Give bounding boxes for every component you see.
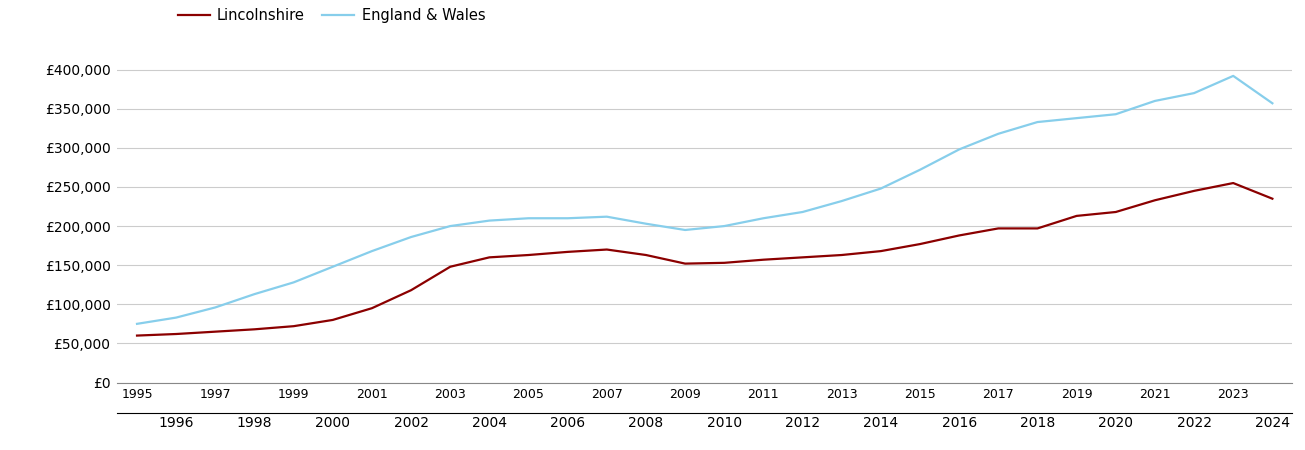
Legend: Lincolnshire, England & Wales: Lincolnshire, England & Wales bbox=[172, 2, 491, 29]
England & Wales bbox=[1069, 116, 1084, 121]
Lincolnshire bbox=[129, 333, 145, 338]
England & Wales bbox=[325, 264, 341, 270]
England & Wales bbox=[1030, 119, 1045, 125]
Lincolnshire bbox=[286, 324, 301, 329]
Lincolnshire bbox=[1108, 209, 1124, 215]
Lincolnshire bbox=[677, 261, 693, 266]
Lincolnshire bbox=[990, 226, 1006, 231]
Lincolnshire bbox=[442, 264, 458, 270]
Lincolnshire bbox=[912, 241, 928, 247]
Line: England & Wales: England & Wales bbox=[137, 76, 1272, 324]
England & Wales bbox=[207, 305, 223, 310]
Lincolnshire bbox=[1265, 196, 1280, 202]
England & Wales bbox=[599, 214, 615, 220]
England & Wales bbox=[716, 223, 732, 229]
Lincolnshire bbox=[834, 252, 850, 258]
England & Wales bbox=[168, 315, 184, 320]
Lincolnshire bbox=[951, 233, 967, 238]
England & Wales bbox=[677, 227, 693, 233]
England & Wales bbox=[1147, 98, 1163, 104]
England & Wales bbox=[286, 280, 301, 285]
Lincolnshire bbox=[1147, 198, 1163, 203]
Lincolnshire bbox=[364, 306, 380, 311]
Lincolnshire bbox=[207, 329, 223, 334]
Lincolnshire bbox=[1030, 226, 1045, 231]
England & Wales bbox=[560, 216, 576, 221]
Lincolnshire bbox=[403, 288, 419, 293]
Lincolnshire bbox=[1186, 188, 1202, 194]
England & Wales bbox=[951, 147, 967, 152]
England & Wales bbox=[1225, 73, 1241, 79]
England & Wales bbox=[1108, 112, 1124, 117]
Lincolnshire bbox=[873, 248, 889, 254]
England & Wales bbox=[834, 198, 850, 204]
England & Wales bbox=[638, 221, 654, 226]
England & Wales bbox=[873, 186, 889, 191]
England & Wales bbox=[795, 209, 810, 215]
Lincolnshire bbox=[716, 260, 732, 265]
Line: Lincolnshire: Lincolnshire bbox=[137, 183, 1272, 336]
England & Wales bbox=[1265, 101, 1280, 106]
England & Wales bbox=[247, 292, 262, 297]
Lincolnshire bbox=[756, 257, 771, 262]
Lincolnshire bbox=[168, 331, 184, 337]
Lincolnshire bbox=[521, 252, 536, 258]
Lincolnshire bbox=[325, 317, 341, 323]
Lincolnshire bbox=[638, 252, 654, 258]
Lincolnshire bbox=[1225, 180, 1241, 186]
Lincolnshire bbox=[599, 247, 615, 252]
England & Wales bbox=[364, 248, 380, 254]
England & Wales bbox=[403, 234, 419, 240]
Lincolnshire bbox=[795, 255, 810, 260]
Lincolnshire bbox=[247, 327, 262, 332]
England & Wales bbox=[756, 216, 771, 221]
England & Wales bbox=[990, 131, 1006, 136]
England & Wales bbox=[912, 167, 928, 172]
England & Wales bbox=[442, 223, 458, 229]
Lincolnshire bbox=[482, 255, 497, 260]
England & Wales bbox=[482, 218, 497, 223]
England & Wales bbox=[1186, 90, 1202, 96]
England & Wales bbox=[521, 216, 536, 221]
Lincolnshire bbox=[1069, 213, 1084, 219]
England & Wales bbox=[129, 321, 145, 327]
Lincolnshire bbox=[560, 249, 576, 255]
